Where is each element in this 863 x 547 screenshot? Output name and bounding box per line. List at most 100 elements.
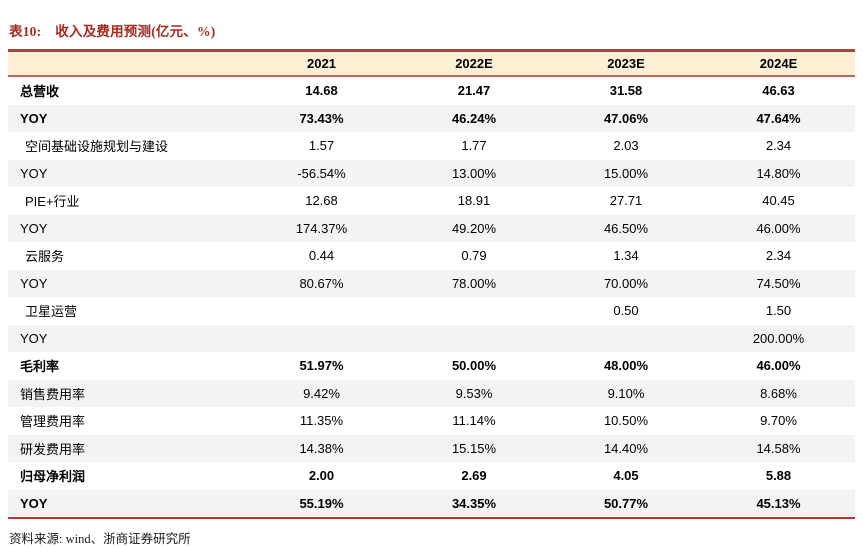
table-row: 归母净利润 2.00 2.69 4.05 5.88 [8, 462, 855, 490]
cell-value: 0.79 [461, 248, 487, 264]
table-row: YOY 73.43% 46.24% 47.06% 47.64% [8, 104, 855, 132]
cell-value: 55.19% [245, 489, 398, 519]
cell-value: 2.34 [765, 248, 792, 264]
cell-value: 46.24% [398, 104, 550, 132]
cell-value: 14.40% [550, 434, 702, 462]
cell-value [245, 324, 398, 352]
cell-value: 12.68 [305, 193, 338, 209]
cell-value: 70.00% [550, 269, 702, 297]
table-row: 销售费用率 9.42% 9.53% 9.10% 8.68% [8, 379, 855, 407]
cell-value: 2.00 [308, 468, 335, 484]
cell-value: -56.54% [245, 159, 398, 187]
forecast-table: 2021 2022E 2023E 2024E 总营收 14.68 21.47 31.5… [8, 49, 855, 519]
table-row: 管理费用率 11.35% 11.14% 10.50% 9.70% [8, 407, 855, 435]
cell-value: 45.13% [702, 489, 855, 519]
cell-value: 14.80% [702, 159, 855, 187]
table-row: YOY 174.37% 49.20% 46.50% 46.00% [8, 214, 855, 242]
table-row: 卫星运营 0.50 1.50 [8, 297, 855, 325]
row-label: 销售费用率 [8, 379, 245, 407]
cell-value: 46.50% [550, 214, 702, 242]
cell-value: 74.50% [702, 269, 855, 297]
table-header: 2021 2022E 2023E 2024E [8, 49, 855, 77]
cell-value: 78.00% [398, 269, 550, 297]
row-label: 毛利率 [20, 359, 60, 375]
table-title-text: 收入及费用预测(亿元、%) [55, 24, 216, 39]
table-row: PIE+行业 12.68 18.91 27.71 40.45 [8, 187, 855, 215]
cell-value: 8.68% [702, 379, 855, 407]
table-row: 研发费用率 14.38% 15.15% 14.40% 14.58% [8, 434, 855, 462]
cell-value: 49.20% [398, 214, 550, 242]
cell-value: 200.00% [702, 324, 855, 352]
row-label: 总营收 [20, 84, 60, 100]
cell-value: 9.10% [550, 379, 702, 407]
cell-value: 46.00% [756, 358, 801, 374]
column-header-2024e: 2024E [702, 49, 855, 77]
row-label: YOY [8, 269, 245, 297]
column-header-2023e: 2023E [550, 49, 702, 77]
header-row: 2021 2022E 2023E 2024E [8, 49, 855, 77]
table-row: YOY 200.00% [8, 324, 855, 352]
row-label: YOY [8, 489, 245, 519]
table-row: YOY 80.67% 78.00% 70.00% 74.50% [8, 269, 855, 297]
cell-value: 47.64% [702, 104, 855, 132]
cell-value [550, 324, 702, 352]
table-row: 云服务 0.44 0.79 1.34 2.34 [8, 242, 855, 270]
table-title: 表10: 收入及费用预测(亿元、%) [9, 20, 855, 40]
row-label: PIE+行业 [25, 194, 80, 210]
cell-value: 11.14% [452, 413, 496, 429]
row-label: 归母净利润 [20, 469, 86, 485]
cell-value: 0.44 [308, 248, 335, 264]
cell-value: 1.57 [308, 138, 335, 154]
cell-value: 46.63 [762, 83, 795, 99]
cell-value: 40.45 [762, 193, 795, 209]
cell-value: 48.00% [603, 358, 649, 374]
cell-value: 51.97% [299, 358, 344, 374]
row-label: 管理费用率 [20, 414, 86, 430]
cell-value: 15.00% [550, 159, 702, 187]
cell-value: 9.53% [398, 379, 550, 407]
row-label: 云服务 [25, 249, 65, 265]
cell-value: 14.68 [305, 83, 338, 99]
cell-value: 5.88 [765, 468, 792, 484]
cell-value [398, 324, 550, 352]
cell-value: 50.77% [550, 489, 702, 519]
table-body: 总营收 14.68 21.47 31.58 46.63 YOY 73.43% 46.24% 47… [8, 76, 855, 519]
cell-value: 11.35% [299, 413, 344, 429]
cell-value: 10.50% [603, 413, 649, 429]
row-label: 空间基础设施规划与建设 [25, 139, 169, 155]
table-row: 总营收 14.68 21.47 31.58 46.63 [8, 76, 855, 105]
cell-value: 13.00% [398, 159, 550, 187]
cell-value: 0.50 [613, 303, 639, 319]
cell-value: 27.71 [609, 193, 643, 209]
cell-value: 2.69 [461, 468, 487, 484]
row-label: 卫星运营 [25, 304, 78, 320]
row-label: YOY [8, 104, 245, 132]
cell-value [398, 297, 550, 325]
source-note: 资料来源: wind、浙商证券研究所 [9, 532, 191, 546]
cell-value: 15.15% [398, 434, 550, 462]
table-row: 毛利率 51.97% 50.00% 48.00% 46.00% [8, 352, 855, 380]
table-number: 表10: [9, 24, 42, 39]
cell-value: 50.00% [451, 358, 497, 374]
cell-value: 80.67% [245, 269, 398, 297]
cell-value: 9.70% [760, 413, 797, 429]
row-label: YOY [8, 159, 245, 187]
cell-value: 46.00% [702, 214, 855, 242]
cell-value: 1.77 [461, 138, 487, 154]
cell-value: 4.05 [613, 468, 639, 484]
cell-value: 18.91 [457, 193, 491, 209]
cell-value [245, 297, 398, 325]
table-row: YOY -56.54% 13.00% 15.00% 14.80% [8, 159, 855, 187]
cell-value: 31.58 [609, 83, 643, 99]
cell-value: 1.34 [613, 248, 639, 264]
header-label-cell [8, 49, 245, 77]
row-label: 研发费用率 [8, 434, 245, 462]
cell-value: 34.35% [398, 489, 550, 519]
cell-value: 47.06% [550, 104, 702, 132]
cell-value: 73.43% [245, 104, 398, 132]
cell-value: 9.42% [245, 379, 398, 407]
table-row: YOY 55.19% 34.35% 50.77% 45.13% [8, 489, 855, 519]
column-header-2022e: 2022E [398, 49, 550, 77]
cell-value: 174.37% [245, 214, 398, 242]
